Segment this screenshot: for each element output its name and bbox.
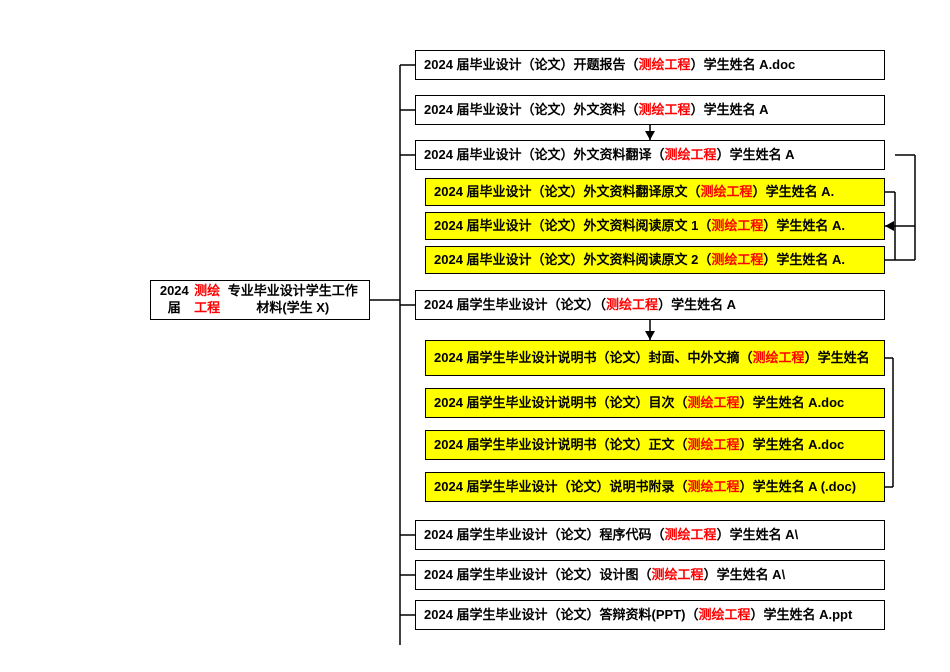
node-n5: 2024 届学生毕业设计（论文）程序代码（测绘工程）学生姓名 A\ bbox=[415, 520, 885, 550]
node-n3: 2024 届毕业设计（论文）外文资料翻译（测绘工程）学生姓名 A bbox=[415, 140, 885, 170]
node-n4b: 2024 届学生毕业设计说明书（论文）目次（测绘工程）学生姓名 A.doc bbox=[425, 388, 885, 418]
node-n3b: 2024 届毕业设计（论文）外文资料阅读原文 1（测绘工程）学生姓名 A. bbox=[425, 212, 885, 240]
node-n3c: 2024 届毕业设计（论文）外文资料阅读原文 2（测绘工程）学生姓名 A. bbox=[425, 246, 885, 274]
node-n2: 2024 届毕业设计（论文）外文资料（测绘工程）学生姓名 A bbox=[415, 95, 885, 125]
node-n4d: 2024 届学生毕业设计（论文）说明书附录（测绘工程）学生姓名 A (.doc) bbox=[425, 472, 885, 502]
node-n6: 2024 届学生毕业设计（论文）设计图（测绘工程）学生姓名 A\ bbox=[415, 560, 885, 590]
node-n7: 2024 届学生毕业设计（论文）答辩资料(PPT)（测绘工程）学生姓名 A.pp… bbox=[415, 600, 885, 630]
node-n4c: 2024 届学生毕业设计说明书（论文）正文（测绘工程）学生姓名 A.doc bbox=[425, 430, 885, 460]
node-n3a: 2024 届毕业设计（论文）外文资料翻译原文（测绘工程）学生姓名 A. bbox=[425, 178, 885, 206]
node-n4a: 2024 届学生毕业设计说明书（论文）封面、中外文摘（测绘工程）学生姓名 bbox=[425, 340, 885, 376]
node-n1: 2024 届毕业设计（论文）开题报告（测绘工程）学生姓名 A.doc bbox=[415, 50, 885, 80]
node-n4: 2024 届学生毕业设计（论文）（测绘工程）学生姓名 A bbox=[415, 290, 885, 320]
root-node: 2024 届测绘工程专业毕业设计学生工作材料(学生 X) bbox=[150, 280, 370, 320]
